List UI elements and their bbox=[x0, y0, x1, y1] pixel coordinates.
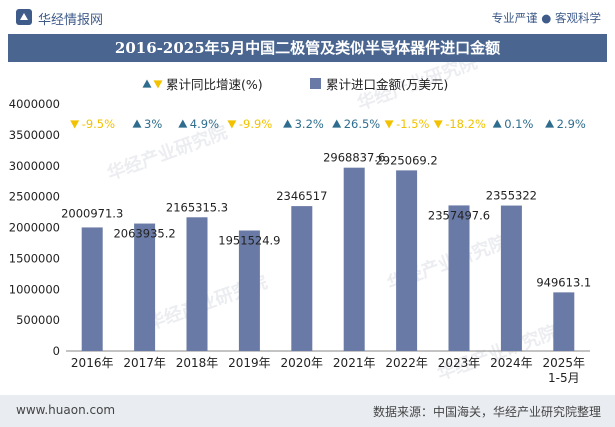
x-tick-label: 1-5月 bbox=[548, 371, 580, 385]
y-tick-label: 0 bbox=[53, 344, 60, 358]
bar bbox=[448, 205, 470, 351]
growth-down-triangle-icon bbox=[227, 120, 237, 129]
bar bbox=[291, 206, 313, 351]
x-tick-label: 2019年 bbox=[228, 356, 271, 370]
growth-label: 3.2% bbox=[295, 117, 324, 131]
bar bbox=[238, 230, 260, 351]
bar-value-label: 2000971.3 bbox=[61, 206, 123, 220]
footer-source: 数据来源：中国海关，华经产业研究院整理 bbox=[372, 405, 601, 419]
y-tick-label: 4000000 bbox=[9, 97, 60, 111]
growth-label: 2.9% bbox=[557, 117, 586, 131]
growth-labels: -9.5% 3% 4.9% -9.9% 3.2% 26.5% -1.5% -18.2% 0.1%… bbox=[70, 117, 586, 131]
growth-up-triangle-icon bbox=[545, 119, 555, 128]
bar bbox=[500, 205, 522, 351]
x-axis: 2016年 2017年 2018年 2019年 2020年 2021年 2022年 2023年… bbox=[71, 356, 585, 385]
x-tick-label: 2025年 bbox=[543, 356, 586, 370]
y-tick-label: 2500000 bbox=[9, 190, 60, 204]
growth-down-triangle-icon bbox=[384, 120, 394, 129]
watermark-group: 华经产业研究院华经产业研究院华经产业研究院华经产业研究院华经产业研究院 bbox=[104, 62, 560, 385]
growth-label: -9.5% bbox=[82, 117, 115, 131]
growth-label: -9.9% bbox=[239, 117, 272, 131]
bar-value-label: 2357497.6 bbox=[428, 208, 490, 222]
y-tick-label: 1500000 bbox=[9, 251, 60, 265]
legend-down-triangle-icon bbox=[153, 80, 163, 89]
growth-label: 26.5% bbox=[344, 117, 381, 131]
x-tick-label: 2022年 bbox=[385, 356, 428, 370]
bar-value-label: 2063935.2 bbox=[113, 227, 175, 241]
bar-value-label: 2968837.6 bbox=[323, 151, 385, 165]
chart-title: 2016-2025年5月中国二极管及类似半导体器件进口金额 bbox=[8, 34, 607, 62]
growth-label: -1.5% bbox=[396, 117, 429, 131]
bar bbox=[553, 292, 575, 351]
logo-icon bbox=[16, 9, 32, 25]
growth-up-triangle-icon bbox=[332, 119, 342, 128]
growth-down-triangle-icon bbox=[70, 120, 80, 129]
y-tick-label: 500000 bbox=[16, 313, 60, 327]
bar-value-label: 2346517 bbox=[276, 189, 327, 203]
legend-growth-label: 累计同比增速(%) bbox=[166, 77, 263, 92]
bar-value-label: 2165315.3 bbox=[166, 200, 228, 214]
x-tick-label: 2024年 bbox=[490, 356, 533, 370]
bar bbox=[134, 223, 156, 351]
growth-label: 0.1% bbox=[504, 117, 533, 131]
y-tick-label: 1000000 bbox=[9, 282, 60, 296]
growth-up-triangle-icon bbox=[178, 119, 188, 128]
legend-up-triangle-icon bbox=[142, 79, 152, 88]
bar bbox=[343, 167, 365, 351]
legend-bar-label: 累计进口金额(万美元) bbox=[326, 77, 448, 92]
footer-bar: www.huaon.com 数据来源：中国海关，华经产业研究院整理 bbox=[0, 395, 615, 427]
x-tick-label: 2020年 bbox=[281, 356, 324, 370]
legend-bar-swatch bbox=[310, 78, 321, 89]
growth-label: -18.2% bbox=[445, 117, 486, 131]
growth-up-triangle-icon bbox=[492, 119, 502, 128]
bar-chart: 华经产业研究院华经产业研究院华经产业研究院华经产业研究院华经产业研究院 累计同比… bbox=[9, 62, 591, 385]
growth-down-triangle-icon bbox=[433, 120, 443, 129]
y-tick-label: 3500000 bbox=[9, 128, 60, 142]
x-tick-label: 2021年 bbox=[333, 356, 376, 370]
bar-value-label: 2925069.2 bbox=[375, 153, 437, 167]
bar-value-label: 2355322 bbox=[486, 189, 537, 203]
bar bbox=[186, 217, 208, 351]
footer-url: www.huaon.com bbox=[16, 403, 116, 417]
growth-label: 4.9% bbox=[190, 117, 219, 131]
y-tick-label: 3000000 bbox=[9, 159, 60, 173]
growth-label: 3% bbox=[144, 117, 162, 131]
bar bbox=[396, 170, 418, 351]
bar-value-label: 1951524.9 bbox=[218, 233, 280, 247]
bar-value-label: 949613.1 bbox=[536, 275, 591, 289]
tagline: 专业严谨 ● 客观科学 bbox=[491, 11, 601, 25]
site-name: 华经情报网 bbox=[38, 13, 104, 28]
bar-value-labels: 2000971.3 2063935.2 2165315.3 1951524.9 2346… bbox=[61, 151, 591, 290]
bars bbox=[81, 167, 575, 351]
x-tick-label: 2017年 bbox=[123, 356, 166, 370]
top-bar: 华经情报网 专业严谨 ● 客观科学 bbox=[0, 0, 615, 34]
x-tick-label: 2023年 bbox=[438, 356, 481, 370]
growth-up-triangle-icon bbox=[132, 119, 142, 128]
x-tick-label: 2018年 bbox=[176, 356, 219, 370]
y-tick-label: 2000000 bbox=[9, 221, 60, 235]
growth-up-triangle-icon bbox=[283, 119, 293, 128]
bar bbox=[81, 227, 103, 351]
chart-legend: 累计同比增速(%) 累计进口金额(万美元) bbox=[142, 77, 448, 92]
x-tick-label: 2016年 bbox=[71, 356, 114, 370]
